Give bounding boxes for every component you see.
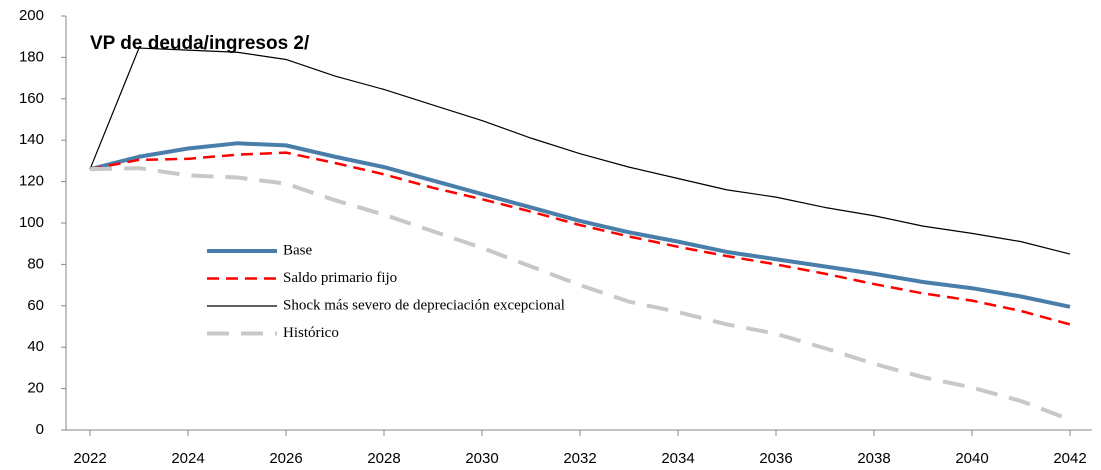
legend-label: Histórico [283,325,339,341]
y-tick-label: 120 [19,173,44,190]
y-tick-label: 60 [27,297,44,314]
x-tick-label: 2040 [955,450,988,467]
y-tick-label: 100 [19,214,44,231]
line-series [89,141,1071,309]
legend-label: Shock más severo de depreciación excepci… [283,297,565,313]
y-tick-label: 20 [27,380,44,397]
y-tick-label: 160 [19,90,44,107]
y-tick-label: 180 [19,48,44,65]
y-tick-label: 40 [27,338,44,355]
x-tick-label: 2030 [465,450,498,467]
y-tick-label: 0 [36,421,44,438]
y-tick-label: 200 [19,7,44,24]
legend-label: Base [283,242,313,258]
y-tick-label: 140 [19,131,44,148]
legend-label: Saldo primario fijo [283,270,397,286]
x-tick-label: 2024 [171,450,204,467]
x-tick-label: 2028 [367,450,400,467]
y-tick-label: 80 [27,255,44,272]
line-series [89,166,1071,422]
x-tick-label: 2034 [661,450,694,467]
x-tick-label: 2038 [857,450,890,467]
line-series [89,47,1071,255]
x-tick-label: 2042 [1053,450,1086,467]
x-tick-label: 2026 [269,450,302,467]
x-tick-label: 2036 [759,450,792,467]
x-tick-label: 2032 [563,450,596,467]
x-tick-label: 2022 [73,450,106,467]
line-series [89,151,1071,326]
